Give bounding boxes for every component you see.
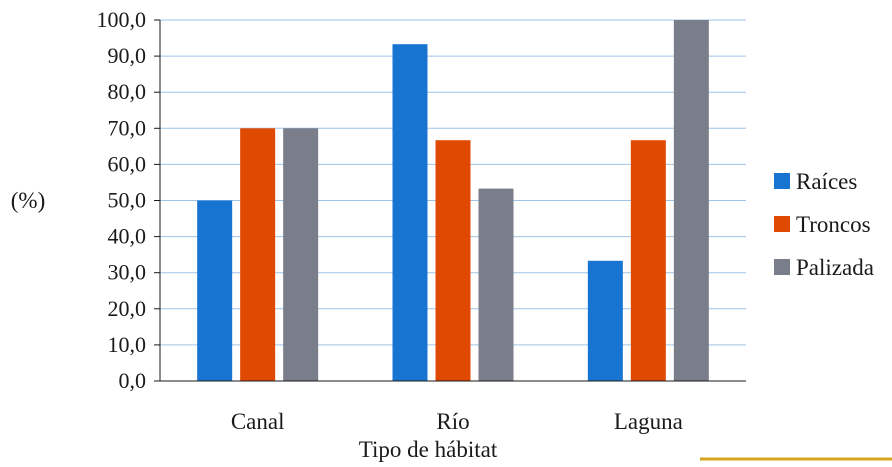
bar-raíces-canal	[197, 200, 233, 381]
bar-palizada-canal	[283, 128, 319, 381]
y-tick-label: 30,0	[108, 260, 147, 285]
y-tick-label: 40,0	[108, 224, 147, 249]
legend-label-raíces: Raíces	[796, 169, 857, 194]
bar-palizada-río	[478, 188, 514, 381]
bar-raíces-laguna	[587, 260, 623, 381]
x-category-labels: Canal Río Laguna	[231, 409, 683, 434]
bar-troncos-río	[435, 140, 471, 381]
bar-troncos-canal	[240, 128, 276, 381]
legend-swatch-raíces	[774, 173, 790, 189]
bars	[197, 20, 709, 381]
legend-swatch-troncos	[774, 216, 790, 232]
legend-swatch-palizada	[774, 259, 790, 275]
legend: Raíces Troncos Palizada	[774, 169, 874, 280]
bar-palizada-laguna	[673, 20, 709, 381]
bar-troncos-laguna	[630, 140, 666, 381]
x-category-label: Canal	[231, 409, 285, 434]
y-tick-label: 20,0	[108, 296, 147, 321]
y-tick-label: 0,0	[119, 368, 147, 393]
y-tick-label: 100,0	[97, 7, 147, 32]
x-axis-title: Tipo de hábitat	[359, 437, 498, 462]
bar-raíces-río	[392, 44, 428, 381]
x-category-label: Río	[436, 409, 469, 434]
y-tick-label: 90,0	[108, 43, 147, 68]
axes	[159, 20, 746, 382]
y-axis-title: (%)	[11, 188, 45, 213]
y-tick-label: 70,0	[108, 115, 147, 140]
legend-label-troncos: Troncos	[796, 212, 871, 237]
y-tick-label: 80,0	[108, 79, 147, 104]
y-tick-label: 10,0	[108, 332, 147, 357]
legend-label-palizada: Palizada	[796, 255, 874, 280]
y-tick-labels: 0,0 10,0 20,0 30,0 40,0 50,0 60,0 70,0 80,0 90,0 1…	[97, 7, 147, 393]
y-tick-label: 50,0	[108, 188, 147, 213]
x-category-label: Laguna	[614, 409, 683, 434]
y-tick-label: 60,0	[108, 151, 147, 176]
